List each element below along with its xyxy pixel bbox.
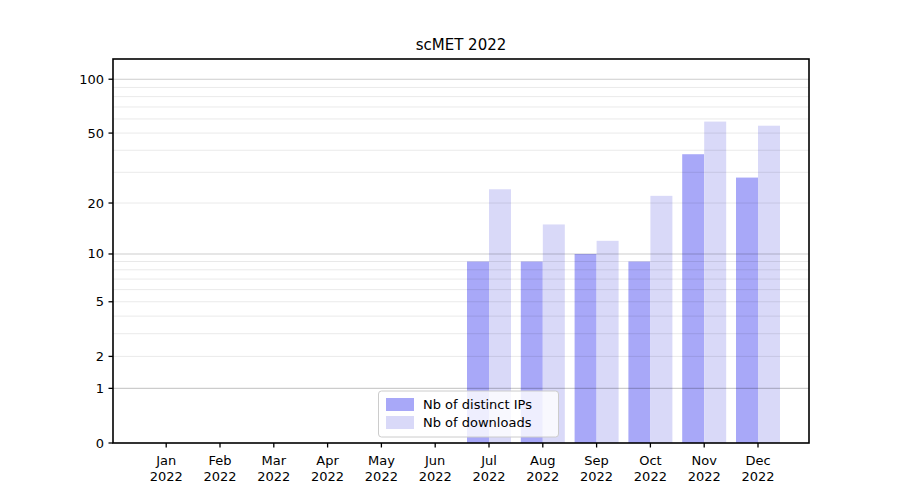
bar-nb-of-downloads-dec-2022	[758, 126, 780, 443]
x-tick-year: 2022	[365, 469, 398, 484]
x-tick-year: 2022	[688, 469, 721, 484]
y-tick-label-1: 1	[96, 381, 104, 396]
x-tick-year: 2022	[311, 469, 344, 484]
y-tick-label-2: 2	[96, 349, 104, 364]
x-tick-label-jul-2022: Jul2022	[472, 453, 505, 484]
y-tick-label-0: 0	[96, 436, 104, 451]
x-tick-label-may-2022: May2022	[365, 453, 398, 484]
x-tick-label-nov-2022: Nov2022	[688, 453, 721, 484]
bar-nb-of-downloads-nov-2022	[704, 122, 726, 443]
legend-label-nb-of-distinct-ips: Nb of distinct IPs	[423, 397, 532, 412]
x-tick-year: 2022	[741, 469, 774, 484]
chart-title: scMET 2022	[416, 36, 507, 54]
y-tick-label-5: 5	[96, 294, 104, 309]
x-tick-label-feb-2022: Feb2022	[203, 453, 236, 484]
figure: 0125102050100Jan2022Feb2022Mar2022Apr202…	[0, 0, 900, 500]
x-tick-year: 2022	[150, 469, 183, 484]
x-tick-label-aug-2022: Aug2022	[526, 453, 559, 484]
x-tick-year: 2022	[580, 469, 613, 484]
bar-nb-of-distinct-ips-sep-2022	[575, 254, 597, 443]
legend-label-nb-of-downloads: Nb of downloads	[423, 415, 532, 430]
legend-swatch-nb-of-downloads	[386, 416, 414, 429]
x-tick-label-jan-2022: Jan2022	[150, 453, 183, 484]
x-tick-label-jun-2022: Jun2022	[419, 453, 452, 484]
x-tick-label-mar-2022: Mar2022	[257, 453, 290, 484]
x-tick-month: Oct	[639, 453, 661, 468]
x-tick-month: Feb	[208, 453, 231, 468]
x-tick-month: Jul	[480, 453, 497, 468]
bar-nb-of-distinct-ips-dec-2022	[736, 178, 758, 443]
y-tick-label-10: 10	[87, 246, 104, 261]
x-tick-month: Jan	[155, 453, 176, 468]
x-tick-month: Jun	[424, 453, 445, 468]
x-tick-label-sep-2022: Sep2022	[580, 453, 613, 484]
bar-nb-of-downloads-sep-2022	[597, 241, 619, 443]
x-tick-year: 2022	[634, 469, 667, 484]
x-tick-year: 2022	[419, 469, 452, 484]
legend-swatch-nb-of-distinct-ips	[386, 398, 414, 411]
x-tick-month: Mar	[262, 453, 287, 468]
x-tick-year: 2022	[526, 469, 559, 484]
x-tick-month: Nov	[692, 453, 718, 468]
chart-canvas: 0125102050100Jan2022Feb2022Mar2022Apr202…	[0, 0, 900, 500]
x-tick-year: 2022	[203, 469, 236, 484]
x-tick-label-oct-2022: Oct2022	[634, 453, 667, 484]
x-tick-label-dec-2022: Dec2022	[741, 453, 774, 484]
legend: Nb of distinct IPs Nb of downloads	[379, 391, 559, 437]
bar-nb-of-distinct-ips-oct-2022	[628, 262, 650, 444]
x-tick-month: Dec	[745, 453, 770, 468]
bar-nb-of-downloads-oct-2022	[650, 196, 672, 443]
y-tick-label-20: 20	[87, 196, 104, 211]
x-tick-year: 2022	[257, 469, 290, 484]
x-tick-month: May	[368, 453, 395, 468]
y-tick-label-100: 100	[79, 72, 104, 87]
bar-nb-of-distinct-ips-nov-2022	[682, 154, 704, 443]
x-tick-month: Aug	[530, 453, 555, 468]
x-tick-label-apr-2022: Apr2022	[311, 453, 344, 484]
x-tick-month: Apr	[316, 453, 339, 468]
y-tick-label-50: 50	[87, 126, 104, 141]
x-tick-month: Sep	[584, 453, 609, 468]
x-tick-year: 2022	[472, 469, 505, 484]
